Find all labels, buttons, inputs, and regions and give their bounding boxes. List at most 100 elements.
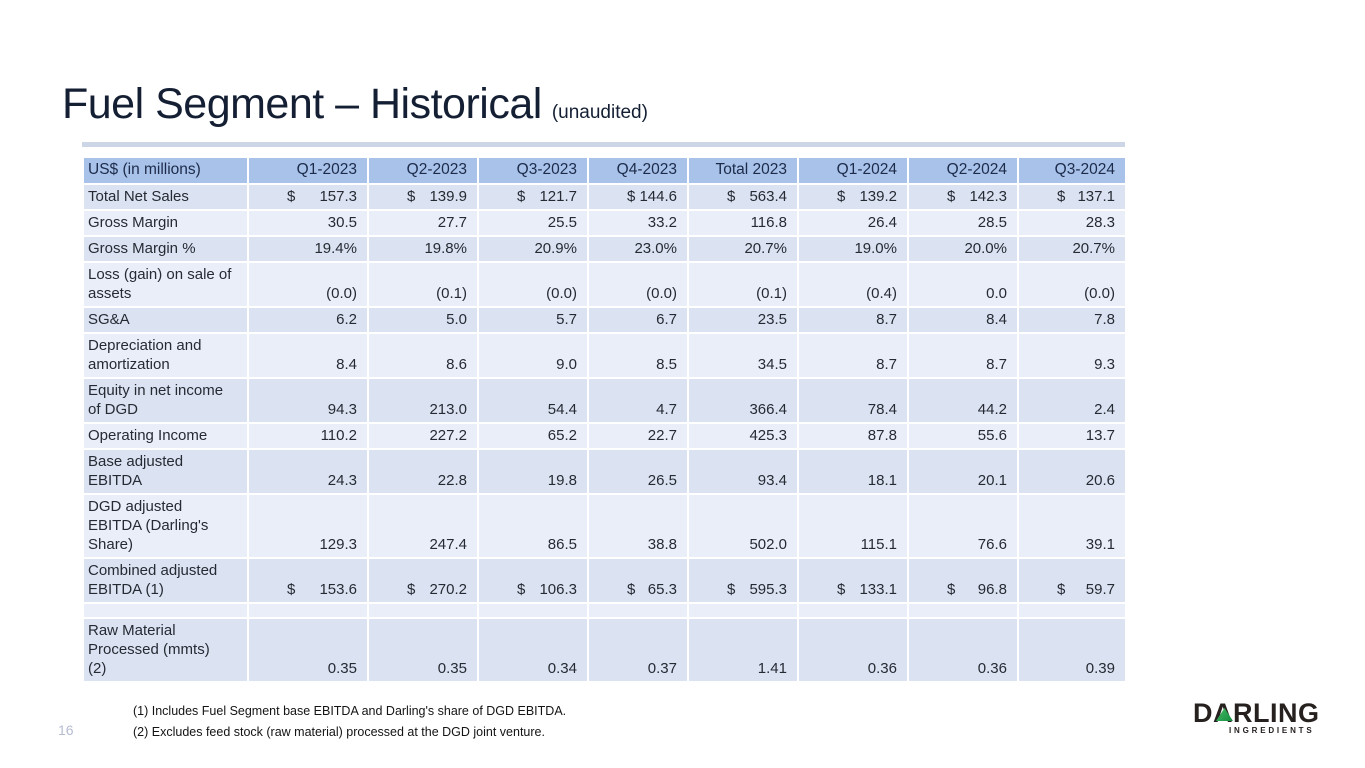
table-row: Gross Margin % 19.4% 19.8% 20.9% 23.0% 20.7% 1… <box>82 235 1127 263</box>
table-cell: 18.1 <box>797 448 909 495</box>
footnote-2: (2) Excludes feed stock (raw material) p… <box>133 725 545 739</box>
table-row: Base adjusted EBITDA 24.3 22.8 19.8 26.5 93.4… <box>82 448 1127 495</box>
currency-symbol: $ <box>837 188 846 205</box>
table-cell <box>247 602 369 619</box>
table-cell: 23.0% <box>587 235 689 263</box>
logo-wordmark: DARLING <box>1193 698 1320 728</box>
table-cell: 44.2 <box>907 377 1019 424</box>
table-cell: $144.6 <box>587 183 689 211</box>
cell-value: 153.6 <box>319 581 357 598</box>
table-cell: $142.3 <box>907 183 1019 211</box>
row-label: Base adjusted EBITDA <box>82 448 249 495</box>
row-label: Gross Margin <box>82 209 249 237</box>
table-cell: 39.1 <box>1017 493 1127 559</box>
table-cell: $270.2 <box>367 557 479 604</box>
table-cell: 30.5 <box>247 209 369 237</box>
table-cell: 8.4 <box>247 332 369 379</box>
table-row: Operating Income 110.2 227.2 65.2 22.7 425.3 8… <box>82 422 1127 450</box>
currency-symbol: $ <box>1057 581 1066 598</box>
table-cell: $59.7 <box>1017 557 1127 604</box>
table-cell: 8.6 <box>367 332 479 379</box>
table-cell: 0.0 <box>907 261 1019 308</box>
table-cell: 5.7 <box>477 306 589 334</box>
table-cell <box>477 602 589 619</box>
table-cell: 110.2 <box>247 422 369 450</box>
page-number: 16 <box>58 722 74 738</box>
table-cell: 5.0 <box>367 306 479 334</box>
table-cell: 116.8 <box>687 209 799 237</box>
footnotes: (1) Includes Fuel Segment base EBITDA an… <box>133 701 566 743</box>
table-cell: $65.3 <box>587 557 689 604</box>
table-cell: 26.5 <box>587 448 689 495</box>
table-cell: 25.5 <box>477 209 589 237</box>
footnote-1: (1) Includes Fuel Segment base EBITDA an… <box>133 704 567 718</box>
darling-ingredients-logo: DARLING INGREDIENTS <box>1193 698 1323 736</box>
column-header: Q3-2023 <box>477 156 589 185</box>
table-cell: 19.0% <box>797 235 909 263</box>
table-cell: 20.7% <box>1017 235 1127 263</box>
table-cell: 502.0 <box>687 493 799 559</box>
table-cell: $137.1 <box>1017 183 1127 211</box>
table-cell: 28.3 <box>1017 209 1127 237</box>
table-row: Depreciation and amortization 8.4 8.6 9.0 8.… <box>82 332 1127 379</box>
currency-symbol: $ <box>287 581 296 598</box>
currency-symbol: $ <box>287 188 296 205</box>
logo-subtitle: INGREDIENTS <box>1229 726 1315 735</box>
table-cell: 33.2 <box>587 209 689 237</box>
cell-value: 139.2 <box>859 188 897 205</box>
spacer-row <box>82 602 1127 619</box>
table-cell: $139.2 <box>797 183 909 211</box>
currency-symbol: $ <box>407 188 416 205</box>
table-cell <box>907 602 1019 619</box>
currency-symbol: $ <box>517 581 526 598</box>
table-cell: 54.4 <box>477 377 589 424</box>
table-cell: 20.9% <box>477 235 589 263</box>
currency-symbol: $ <box>407 581 416 598</box>
currency-symbol: $ <box>947 188 956 205</box>
currency-symbol: $ <box>837 581 846 598</box>
table-cell: 19.4% <box>247 235 369 263</box>
cell-value: 59.7 <box>1085 581 1115 598</box>
table-row: Loss (gain) on sale of assets (0.0) (0.1)(… <box>82 261 1127 308</box>
table-cell: 8.5 <box>587 332 689 379</box>
table-cell: (0.0) <box>1017 261 1127 308</box>
units-header: US$ (in millions) <box>82 156 249 185</box>
table-cell: $139.9 <box>367 183 479 211</box>
table-cell <box>587 602 689 619</box>
table-row: Total Net Sales $157.3 $139.9 $121.7 $144.6 $… <box>82 183 1127 211</box>
table-cell: (0.4) <box>797 261 909 308</box>
row-label: Loss (gain) on sale of assets <box>82 261 249 308</box>
row-label: DGD adjusted EBITDA (Darling's Share) <box>82 493 249 559</box>
table-cell: 65.2 <box>477 422 589 450</box>
table-cell: 6.7 <box>587 306 689 334</box>
table-cell: $157.3 <box>247 183 369 211</box>
table-cell: 13.7 <box>1017 422 1127 450</box>
table-cell: (0.1) <box>367 261 479 308</box>
table-cell: 1.41 <box>687 617 799 683</box>
currency-symbol: $ <box>727 188 736 205</box>
table-cell: $595.3 <box>687 557 799 604</box>
table-cell: 0.39 <box>1017 617 1127 683</box>
column-header: Q2-2023 <box>367 156 479 185</box>
column-header: Q2-2024 <box>907 156 1019 185</box>
cell-value: 106.3 <box>539 581 577 598</box>
table-row: Equity in net income of DGD 94.3 213.0 54.4… <box>82 377 1127 424</box>
table-cell: 6.2 <box>247 306 369 334</box>
table-cell: 8.7 <box>907 332 1019 379</box>
table-cell: 24.3 <box>247 448 369 495</box>
table-cell: 94.3 <box>247 377 369 424</box>
cell-value: 157.3 <box>319 188 357 205</box>
row-label: Combined adjusted EBITDA (1) <box>82 557 249 604</box>
table-cell: (0.0) <box>477 261 589 308</box>
table-cell: 26.4 <box>797 209 909 237</box>
currency-symbol: $ <box>627 581 636 598</box>
table-cell: 227.2 <box>367 422 479 450</box>
table-cell: 8.4 <box>907 306 1019 334</box>
table-cell: 9.3 <box>1017 332 1127 379</box>
cell-value: 270.2 <box>429 581 467 598</box>
table-cell: 86.5 <box>477 493 589 559</box>
row-label: SG&A <box>82 306 249 334</box>
table-cell: 8.7 <box>797 306 909 334</box>
row-label <box>82 602 249 619</box>
